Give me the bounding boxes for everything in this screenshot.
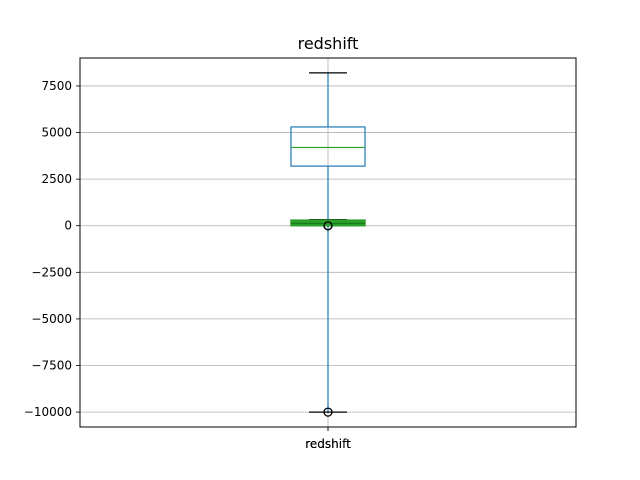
y-tick-label: −10000 — [24, 405, 72, 419]
y-tick-label: −5000 — [31, 312, 72, 326]
boxes-layer — [290, 72, 366, 417]
y-tick-label: 0 — [64, 219, 72, 233]
chart-title: redshift — [298, 34, 359, 53]
x-tick-label: redshift — [305, 437, 351, 451]
ticks-layer: −10000 −7500 −5000 −2500 0 2500 5000 7500 redshi… — [24, 79, 351, 451]
plot-frame — [79, 57, 577, 428]
y-tick-label: 2500 — [41, 172, 72, 186]
iqr-box — [290, 126, 366, 167]
outlier-point — [323, 221, 333, 231]
y-tick-label: 5000 — [41, 126, 72, 140]
outlier-point — [323, 407, 333, 417]
x-tick-label: redshift — [305, 437, 351, 451]
y-tick-label: 7500 — [41, 79, 72, 93]
y-tick-label: −2500 — [31, 265, 72, 279]
boxplot-secondary — [290, 218, 366, 231]
y-tick-label: −7500 — [31, 359, 72, 373]
boxplot-primary — [290, 72, 366, 417]
